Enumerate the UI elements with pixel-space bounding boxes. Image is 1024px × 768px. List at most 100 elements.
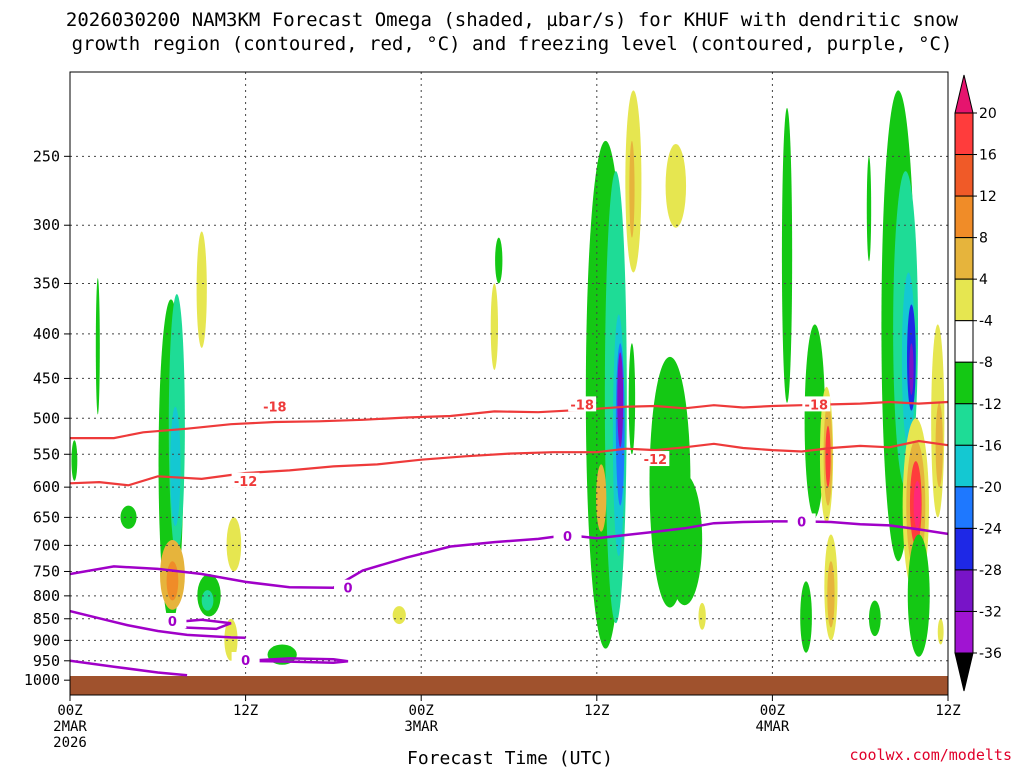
omega-patch [628,343,636,455]
contour-freezing-level [70,520,948,589]
y-tick-label: 500 [33,409,60,427]
y-tick-label: 350 [33,274,60,292]
omega-patch [224,618,238,661]
omega-patch [800,581,812,653]
x-tick-label: 2MAR [53,719,87,735]
colorbar-segment [954,237,974,280]
chart-title-line1: 2026030200 NAM3KM Forecast Omega (shaded… [66,9,959,31]
plot-frame [69,71,949,696]
y-tick-label: 400 [33,325,60,343]
x-tick-label: 12Z [584,703,609,719]
colorbar-label: -8 [979,355,993,371]
omega-shading [71,90,945,665]
omega-patch [226,517,242,572]
y-tick-label: 450 [33,369,60,387]
contour-label-freezing: 0 [241,654,250,669]
colorbar-label: -12 [979,397,1002,413]
contour-label-minus18: -18 [263,401,287,416]
contour-label-freezing: 0 [797,515,806,530]
contour-label-freezing: 0 [168,615,177,630]
colorbar-label: -24 [979,521,1002,537]
contour-label-freezing-bg [158,612,187,628]
omega-patch [937,618,944,645]
colorbar-label: 20 [979,106,997,122]
y-tick-label: 600 [33,478,60,496]
contour-label-minus18: -18 [805,398,829,413]
omega-patch [825,425,831,488]
y-tick-label: 1000 [24,671,60,689]
omega-patch [804,324,826,518]
contour-label-minus18-bg [802,396,831,412]
colorbar-segment [954,278,974,322]
x-tick-label: 3MAR [404,719,438,735]
x-tick-label: 00Z [57,703,82,719]
y-tick-label: 650 [33,508,60,526]
y-tick-label: 750 [33,562,60,580]
colorbar-bottom-arrow [954,652,974,692]
y-tick-label: 250 [33,147,60,165]
contour-label-minus18-bg [568,396,597,412]
colorbar-segment [954,486,974,529]
omega-patch [665,144,687,228]
omega-patch [629,140,635,238]
omega-patch [170,406,181,527]
omega-patch [907,534,930,657]
omega-patch [196,231,207,348]
contour-label-freezing: 0 [344,582,353,597]
colorbar-label: -36 [979,646,1002,662]
colorbar-label: 8 [979,231,988,247]
contour-label-freezing-bg [553,528,582,544]
omega-patch [913,480,921,529]
omega-patch [495,237,503,284]
omega-patch [827,561,835,628]
colorbar-label: -4 [979,314,993,330]
y-tick-label: 300 [33,216,60,234]
colorbar-label: -32 [979,604,1002,620]
colorbar-segment [954,154,974,197]
colorbar-segment [954,444,974,488]
contour-freezing-level-low [70,609,246,640]
omega-patch [120,505,137,529]
x-tick-label: 12Z [233,703,258,719]
colorbar-segment [954,361,974,405]
colorbar: 20 16 12 8 4 -4 -8 -12 -16 -20 -24 -28 -32 -36 [954,74,1002,692]
x-tick-label: 2026 [53,735,87,751]
omega-patch [866,156,872,262]
colorbar-segment [954,569,974,612]
colorbar-label: -28 [979,563,1002,579]
colorbar-label: 4 [979,272,988,288]
omega-patch [201,590,214,611]
colorbar-label: 16 [979,148,997,164]
contour-label-minus18: -18 [570,398,594,413]
colorbar-segment [954,403,974,446]
contour-label-freezing-bg [231,651,260,667]
omega-patch [71,440,78,481]
x-tick-label: 00Z [760,703,785,719]
y-tick-label: 700 [33,536,60,554]
colorbar-segment [954,610,974,654]
colorbar-label: -20 [979,480,1002,496]
omega-patch [166,561,179,601]
omega-patch [909,343,914,395]
omega-patch [95,278,100,415]
contour-label-minus12-bg [641,451,670,467]
x-tick-label: 12Z [935,703,960,719]
y-tick-label: 950 [33,652,60,670]
colorbar-top-arrow [954,74,974,114]
y-tick-label: 800 [33,587,60,605]
colorbar-segment [954,112,974,156]
y-tick-label: 900 [33,631,60,649]
omega-patch [392,606,406,625]
colorbar-segment [954,527,974,571]
contour-label-minus18-bg [260,398,289,414]
contour-freezing-level-low2 [70,659,188,677]
omega-patch [698,602,706,630]
omega-patch [617,352,624,448]
colorbar-label: -16 [979,438,1002,454]
y-axis: 250 300 350 400 450 500 550 600 650 700 750 800 850 9… [24,147,70,689]
contour-label-freezing-bg [334,579,363,595]
y-tick-label: 550 [33,445,60,463]
omega-patch [781,108,793,403]
contour-label-freezing-bg [787,513,816,529]
